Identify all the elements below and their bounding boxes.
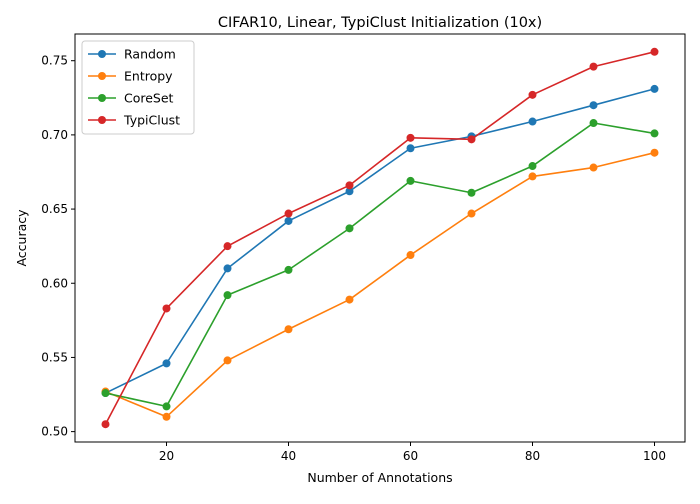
- data-point-random: [406, 144, 415, 153]
- data-point-coreset: [589, 119, 598, 128]
- data-point-entropy: [162, 412, 171, 421]
- data-point-coreset: [284, 265, 293, 274]
- data-point-typiclust: [467, 135, 476, 144]
- legend-label-entropy: Entropy: [124, 69, 173, 84]
- data-point-typiclust: [528, 90, 537, 99]
- data-point-typiclust: [406, 133, 415, 142]
- data-point-coreset: [406, 176, 415, 185]
- x-tick-label: 40: [281, 449, 296, 463]
- y-tick-label: 0.50: [41, 425, 68, 439]
- data-point-random: [528, 117, 537, 126]
- data-point-typiclust: [650, 47, 659, 56]
- axes-frame: [74, 33, 686, 443]
- series-line-typiclust: [104, 51, 655, 425]
- data-point-entropy: [406, 251, 415, 260]
- data-point-random: [162, 359, 171, 368]
- y-tick-label: 0.75: [41, 54, 68, 68]
- y-tick-label: 0.55: [41, 350, 68, 364]
- x-axis-label: Number of Annotations: [307, 470, 452, 485]
- data-point-entropy: [467, 209, 476, 218]
- legend-label-typiclust: TypiClust: [123, 113, 180, 128]
- legend-marker-typiclust: [98, 116, 106, 124]
- data-point-entropy: [589, 163, 598, 172]
- data-point-coreset: [467, 188, 476, 197]
- x-tick-label: 80: [525, 449, 540, 463]
- data-point-coreset: [345, 224, 354, 233]
- series-typiclust: [101, 47, 659, 429]
- data-point-random: [223, 264, 232, 273]
- legend-box: [81, 40, 195, 135]
- x-tick-label: 60: [403, 449, 418, 463]
- data-point-typiclust: [284, 209, 293, 218]
- data-point-coreset: [650, 129, 659, 138]
- data-point-coreset: [223, 291, 232, 300]
- series-line-coreset: [105, 122, 655, 408]
- plot-border: [74, 33, 686, 443]
- data-point-entropy: [345, 295, 354, 304]
- data-point-coreset: [101, 389, 110, 398]
- y-tick-label: 0.65: [41, 202, 68, 216]
- data-point-random: [589, 101, 598, 110]
- x-tick-label: 100: [643, 449, 666, 463]
- data-point-typiclust: [101, 420, 110, 429]
- data-point-random: [650, 84, 659, 93]
- data-point-typiclust: [345, 181, 354, 190]
- series-layer: [101, 47, 659, 429]
- data-point-typiclust: [589, 62, 598, 71]
- x-axis-ticks: 20 40 60 80 100: [159, 442, 666, 463]
- legend-label-coreset: CoreSet: [124, 91, 174, 106]
- data-point-entropy: [528, 172, 537, 181]
- x-tick-label: 20: [159, 449, 174, 463]
- legend-marker-coreset: [98, 94, 106, 102]
- data-point-coreset: [162, 402, 171, 411]
- series-line-random: [105, 88, 655, 394]
- data-point-entropy: [650, 148, 659, 157]
- series-coreset: [101, 119, 659, 411]
- legend-label-random: Random: [124, 47, 176, 62]
- y-tick-label: 0.70: [41, 128, 68, 142]
- y-tick-label: 0.60: [41, 276, 68, 290]
- series-line-entropy: [105, 151, 655, 418]
- data-point-typiclust: [162, 304, 171, 313]
- chart-title: CIFAR10, Linear, TypiClust Initializatio…: [218, 15, 542, 31]
- data-point-entropy: [223, 356, 232, 365]
- y-axis-label: Accuracy: [14, 209, 29, 267]
- y-axis-ticks: 0.50 0.55 0.60 0.65 0.70 0.75: [41, 54, 75, 439]
- data-point-entropy: [284, 325, 293, 334]
- data-point-random: [284, 216, 293, 225]
- legend-marker-entropy: [98, 72, 106, 80]
- legend-marker-random: [98, 50, 106, 58]
- legend: Random Entropy CoreSet TypiClust: [81, 40, 195, 135]
- data-point-typiclust: [223, 242, 232, 251]
- data-point-coreset: [528, 162, 537, 171]
- data-point-random: [345, 187, 354, 196]
